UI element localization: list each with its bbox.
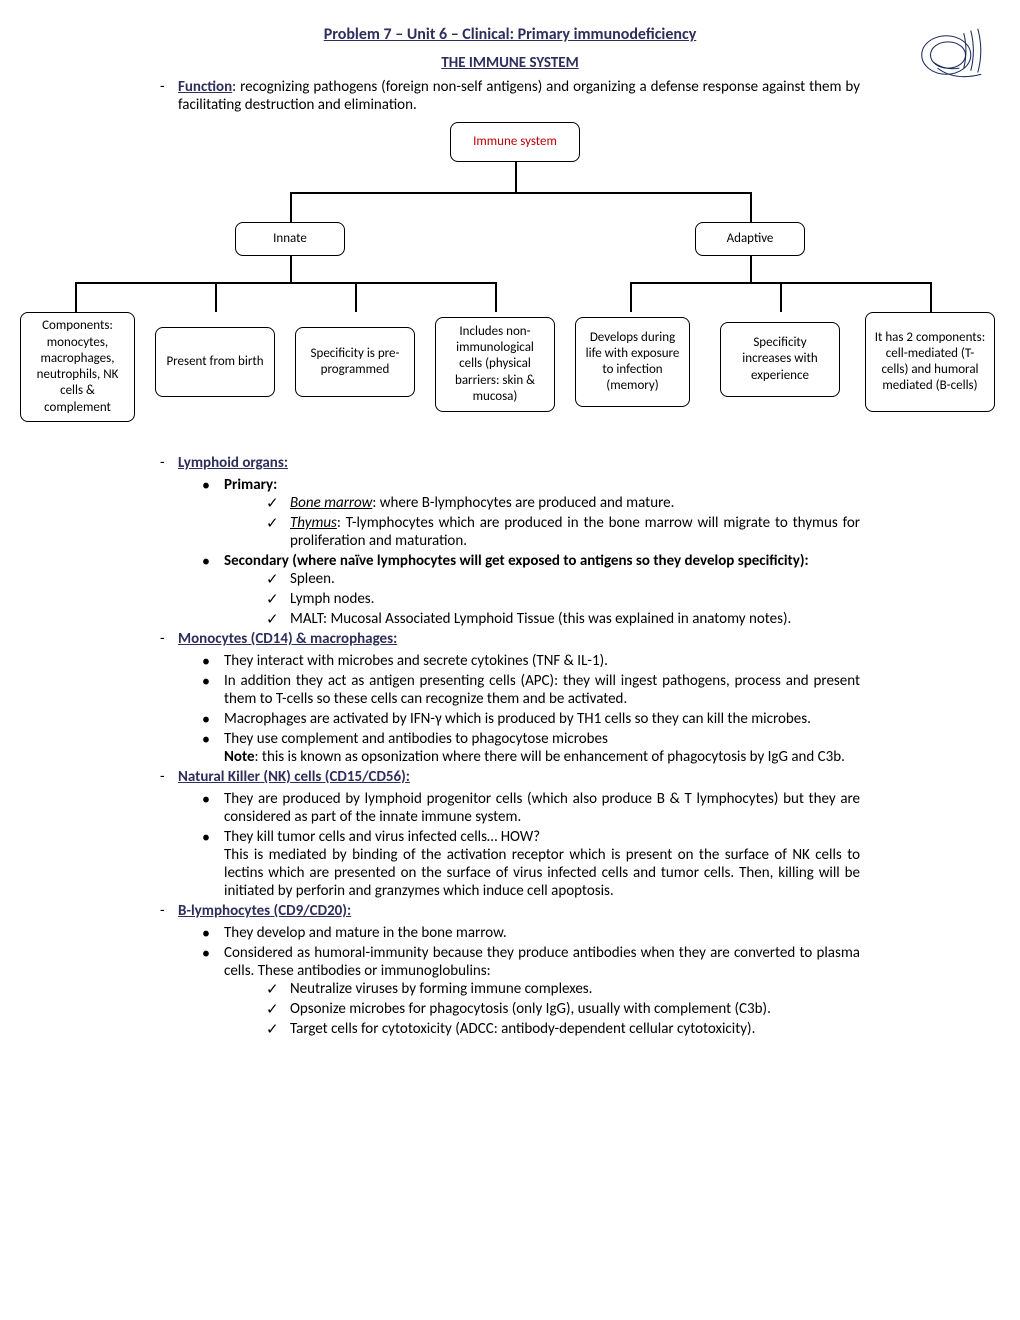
monocytes-item: In addition they act as antigen presenti… — [202, 672, 860, 708]
node-innate-2: Specificity is pre-programmed — [295, 327, 415, 397]
node-adaptive-2: It has 2 components: cell-mediated (T-ce… — [865, 312, 995, 412]
bcells-item: Considered as humoral-immunity because t… — [202, 944, 860, 1038]
bcells-check: Opsonize microbes for phagocytosis (only… — [266, 1000, 860, 1018]
function-label: Function — [178, 78, 232, 96]
nk-heading: Natural Killer (NK) cells (CD15/CD56): — [160, 768, 860, 786]
node-innate-3: Includes non-immunological cells (physic… — [435, 317, 555, 412]
node-innate: Innate — [235, 222, 345, 256]
primary-item: Thymus: T-lymphocytes which are produced… — [266, 514, 860, 550]
bcells-check: Target cells for cytotoxicity (ADCC: ant… — [266, 1020, 860, 1038]
secondary-item: MALT: Mucosal Associated Lymphoid Tissue… — [266, 610, 860, 628]
node-innate-0: Components: monocytes, macrophages, neut… — [20, 312, 135, 422]
monocytes-item: They use complement and antibodies to ph… — [202, 730, 860, 766]
node-adaptive: Adaptive — [695, 222, 805, 256]
lymphoid-heading: Lymphoid organs: — [160, 454, 860, 472]
primary-item: Bone marrow: where B-lymphocytes are pro… — [266, 494, 860, 512]
primary-label: Primary: Bone marrow: where B-lymphocyte… — [202, 476, 860, 550]
page-title: Problem 7 – Unit 6 – Clinical: Primary i… — [20, 25, 1000, 44]
secondary-item: Lymph nodes. — [266, 590, 860, 608]
nk-item: They kill tumor cells and virus infected… — [202, 828, 860, 900]
node-adaptive-0: Develops during life with exposure to in… — [575, 317, 690, 407]
node-root: Immune system — [450, 122, 580, 162]
bcells-heading: B-lymphocytes (CD9/CD20): — [160, 902, 860, 920]
function-text: : recognizing pathogens (foreign non-sel… — [178, 78, 860, 114]
monocytes-item: Macrophages are activated by IFN-γ which… — [202, 710, 860, 728]
section-title: THE IMMUNE SYSTEM — [20, 54, 1000, 72]
node-innate-1: Present from birth — [155, 327, 275, 397]
bcells-item: They develop and mature in the bone marr… — [202, 924, 860, 942]
monocytes-item: They interact with microbes and secrete … — [202, 652, 860, 670]
function-line: Function: recognizing pathogens (foreign… — [160, 78, 860, 114]
secondary-label: Secondary (where naïve lymphocytes will … — [202, 552, 860, 628]
bcells-check: Neutralize viruses by forming immune com… — [266, 980, 860, 998]
node-adaptive-1: Specificity increases with experience — [720, 322, 840, 397]
immune-system-diagram: Immune system Innate Adaptive Components… — [20, 122, 1000, 442]
secondary-item: Spleen. — [266, 570, 860, 588]
nk-item: They are produced by lymphoid progenitor… — [202, 790, 860, 826]
tughra-logo — [910, 20, 1000, 90]
monocytes-heading: Monocytes (CD14) & macrophages: — [160, 630, 860, 648]
